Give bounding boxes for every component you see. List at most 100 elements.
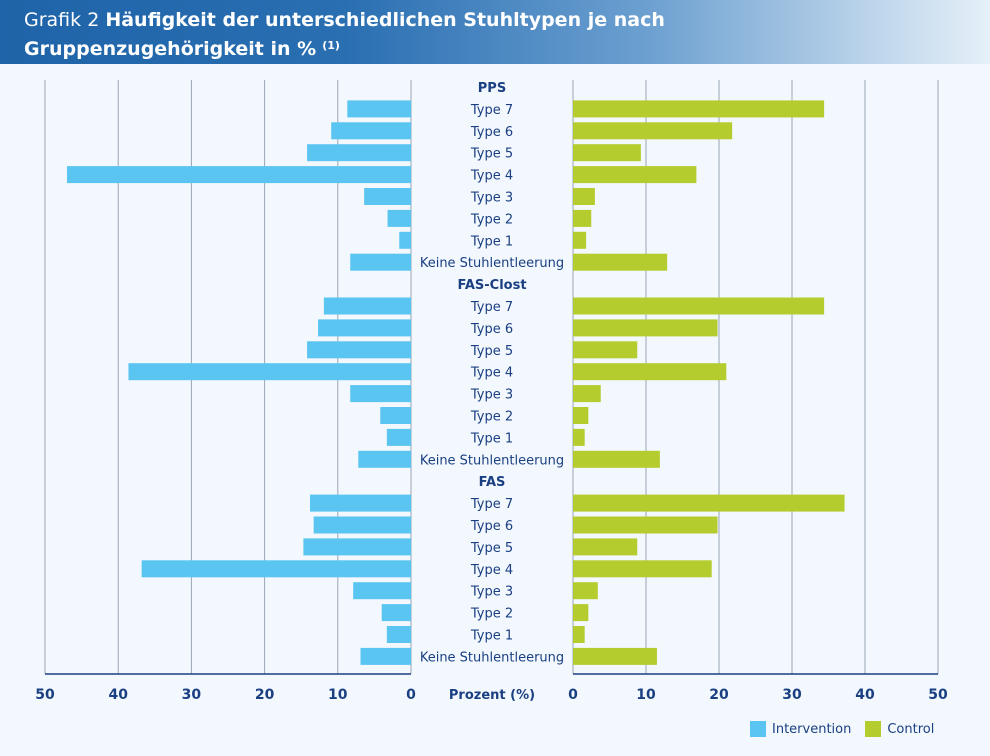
bar-intervention — [347, 100, 411, 118]
bar-control — [573, 319, 718, 337]
legend-item-intervention: Intervention — [750, 721, 851, 737]
legend-swatch-intervention — [750, 721, 766, 737]
title-prefix: Grafik 2 — [24, 9, 100, 31]
bar-intervention — [309, 494, 411, 512]
category-label: Type 3 — [470, 585, 513, 600]
bar-control — [573, 231, 587, 249]
bar-control — [573, 166, 697, 184]
bar-control — [573, 363, 727, 381]
bar-control — [573, 516, 718, 534]
tick-label-left: 40 — [108, 687, 128, 703]
category-label: Type 2 — [470, 410, 513, 425]
title-banner: Grafik 2 Häufigkeit der unterschiedliche… — [0, 0, 990, 64]
bar-control — [573, 560, 712, 578]
bar-control — [573, 297, 825, 315]
bar-intervention — [381, 604, 411, 622]
bar-control — [573, 428, 585, 446]
tick-label-right: 0 — [568, 687, 578, 703]
bar-control — [573, 385, 601, 403]
bar-control — [573, 122, 733, 140]
category-label: Type 6 — [470, 322, 513, 337]
bar-control — [573, 626, 585, 643]
category-label: Type 7 — [470, 497, 513, 512]
tick-label-right: 40 — [855, 687, 875, 703]
tick-label-right: 10 — [636, 687, 656, 703]
bar-intervention — [318, 319, 411, 337]
bar-intervention — [358, 450, 411, 468]
bar-intervention — [380, 407, 411, 424]
bar-intervention — [313, 516, 411, 534]
group-header: PPS — [478, 81, 506, 96]
bar-control — [573, 188, 595, 205]
category-label: Type 1 — [470, 431, 513, 446]
x-axis-title: Prozent (%) — [449, 688, 535, 703]
bar-control — [573, 647, 657, 665]
category-label: Keine Stuhlentleerung — [420, 256, 564, 271]
category-label: Type 2 — [470, 607, 513, 622]
category-label: Type 5 — [470, 344, 513, 359]
bar-intervention — [353, 582, 411, 600]
bar-intervention — [331, 122, 411, 140]
tick-label-left: 50 — [35, 687, 55, 703]
butterfly-bar-chart: PPS Type 7 Type 6 Type 5 Type 4 Type 3 Type 2 T… — [35, 80, 948, 703]
bar-intervention — [360, 647, 411, 665]
tick-label-right: 20 — [709, 687, 729, 703]
bar-control — [573, 538, 638, 556]
bar-intervention — [387, 209, 411, 227]
bar-control — [573, 100, 825, 118]
category-label: Type 1 — [470, 629, 513, 644]
bar-intervention — [350, 385, 411, 403]
bar-intervention — [350, 253, 411, 271]
bar-intervention — [323, 297, 411, 315]
tick-label-left: 10 — [328, 687, 348, 703]
bar-intervention — [141, 560, 411, 578]
bar-intervention — [66, 166, 412, 184]
bar-control — [573, 582, 598, 600]
tick-label-right: 50 — [928, 687, 948, 703]
legend-swatch-control — [865, 721, 882, 737]
category-label: Type 6 — [470, 125, 513, 140]
tick-label-left: 0 — [406, 687, 416, 703]
category-label: Type 4 — [470, 366, 513, 381]
title-text: Häufigkeit der unterschiedlichen Stuhlty… — [24, 9, 665, 60]
bar-intervention — [307, 144, 411, 162]
bar-control — [573, 253, 668, 271]
tick-label-right: 30 — [782, 687, 802, 703]
category-label: Type 3 — [470, 191, 513, 206]
chart-title: Grafik 2 Häufigkeit der unterschiedliche… — [24, 8, 724, 62]
bar-intervention — [386, 626, 411, 643]
title-footnote: (1) — [322, 39, 340, 52]
bar-intervention — [399, 231, 411, 249]
bar-intervention — [386, 428, 411, 446]
legend: Intervention Control — [750, 720, 948, 738]
legend-label-intervention: Intervention — [772, 721, 852, 737]
bar-control — [573, 407, 589, 424]
category-label: Type 6 — [470, 519, 513, 534]
category-label: Type 7 — [470, 300, 513, 315]
category-label: Keine Stuhlentleerung — [420, 650, 564, 665]
bar-intervention — [307, 341, 411, 359]
bar-intervention — [303, 538, 411, 556]
bar-control — [573, 450, 660, 468]
category-label: Type 5 — [470, 541, 513, 556]
group-header: FAS-Clost — [457, 278, 526, 293]
bar-control — [573, 209, 592, 227]
tick-label-left: 30 — [182, 687, 202, 703]
category-label: Type 4 — [470, 169, 513, 184]
category-label: Type 1 — [470, 234, 513, 249]
category-label: Type 2 — [470, 212, 513, 227]
category-label: Type 7 — [470, 103, 513, 118]
category-label: Keine Stuhlentleerung — [420, 453, 564, 468]
category-label: Type 3 — [470, 388, 513, 403]
bar-intervention — [128, 363, 411, 381]
tick-label-left: 20 — [255, 687, 275, 703]
bar-intervention — [364, 188, 411, 205]
bar-control — [573, 341, 638, 359]
category-label: Type 5 — [470, 147, 513, 162]
legend-item-control: Control — [865, 721, 934, 737]
group-header: FAS — [479, 475, 506, 490]
category-label: Type 4 — [470, 563, 513, 578]
bar-control — [573, 144, 641, 162]
bar-control — [573, 494, 845, 512]
